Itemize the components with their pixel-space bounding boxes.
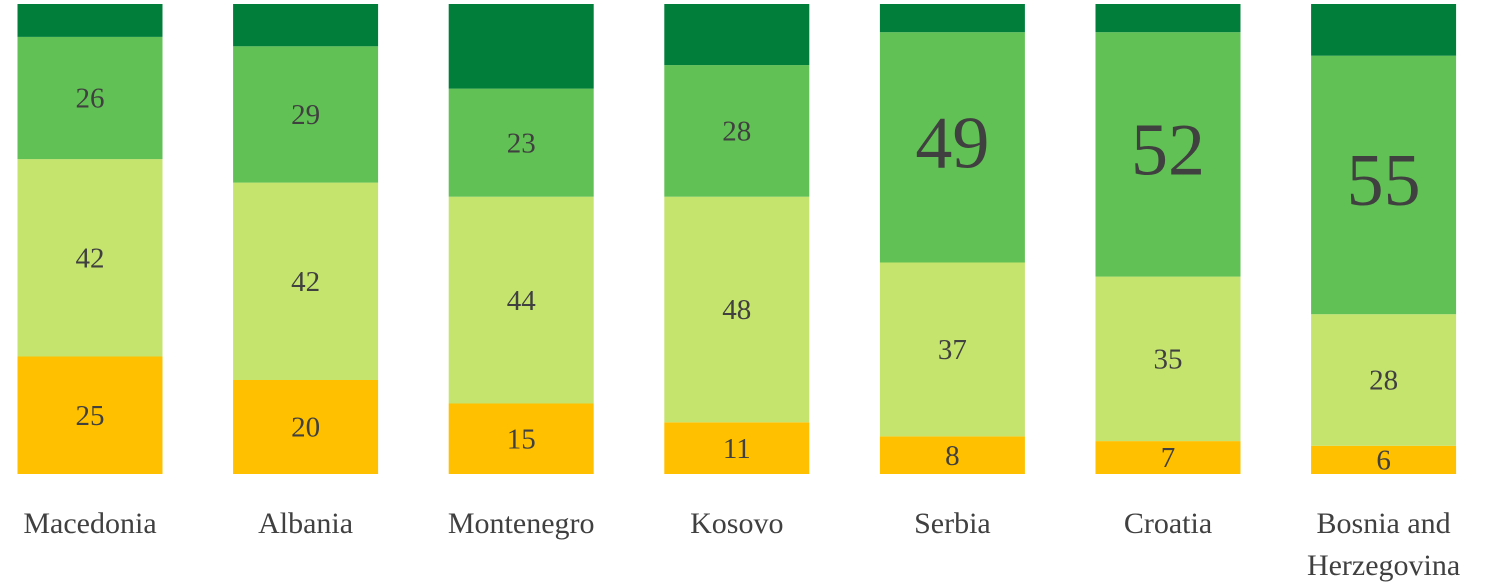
x-tick-label: Croatia [1124, 507, 1212, 540]
data-label: 7 [1161, 442, 1176, 474]
x-tick-label: Kosovo [690, 507, 783, 540]
bar-segment [1095, 276, 1241, 442]
data-label: 29 [291, 99, 320, 131]
bar-segment [233, 182, 379, 380]
label-line: Bosnia and [1317, 507, 1451, 540]
bar-segment [233, 380, 379, 474]
data-label: 37 [938, 334, 967, 366]
bar-segment [879, 436, 1025, 474]
bar-segment [448, 4, 594, 89]
bar-segment [664, 65, 810, 197]
data-label: 55 [1347, 140, 1421, 222]
bar-segment [1095, 4, 1241, 33]
data-label: 44 [507, 285, 537, 317]
bar-segment [233, 4, 379, 47]
bar-segment [17, 4, 163, 37]
bar-segment [17, 36, 163, 160]
data-label: 35 [1154, 344, 1183, 376]
data-label: 23 [507, 127, 536, 159]
data-label: 48 [722, 294, 751, 326]
bar-segment [664, 4, 810, 66]
bar-segment [448, 196, 594, 404]
data-label: 49 [915, 102, 989, 184]
bar-segment [448, 88, 594, 197]
x-tick-label: Bosnia and Herzegovina [1307, 507, 1460, 582]
bar-segment [1311, 55, 1457, 315]
x-tick-label: Albania [258, 507, 353, 540]
bar-segment [1311, 445, 1457, 474]
data-label: 52 [1131, 109, 1205, 191]
x-tick-label: Macedonia [23, 507, 156, 540]
data-label: 11 [723, 433, 751, 465]
bar-segment [233, 46, 379, 183]
x-tick-label: Serbia [914, 507, 991, 540]
bar-segment [1311, 314, 1457, 446]
bar-segment [879, 32, 1025, 263]
data-label: 42 [76, 242, 105, 274]
data-label: 26 [76, 83, 105, 115]
data-label: 28 [722, 116, 751, 148]
label-line: Herzegovina [1307, 549, 1460, 582]
bar-segment [879, 262, 1025, 437]
data-label: 15 [507, 423, 536, 455]
bar-segment [664, 196, 810, 423]
bar-segment [17, 159, 163, 357]
data-label: 6 [1376, 445, 1391, 477]
x-tick-label: Montenegro [448, 507, 595, 540]
bar-segment [879, 4, 1025, 33]
bar-segment [664, 422, 810, 474]
data-label: 20 [291, 412, 320, 444]
bar-segment [17, 356, 163, 474]
bar-segment [448, 403, 594, 474]
data-label: 25 [76, 400, 105, 432]
bar-segment [1095, 441, 1241, 474]
data-label: 8 [945, 440, 960, 472]
bar-segment [1095, 32, 1241, 277]
data-label: 28 [1369, 365, 1398, 397]
data-label: 42 [291, 266, 320, 298]
bar-segment [1311, 4, 1457, 56]
